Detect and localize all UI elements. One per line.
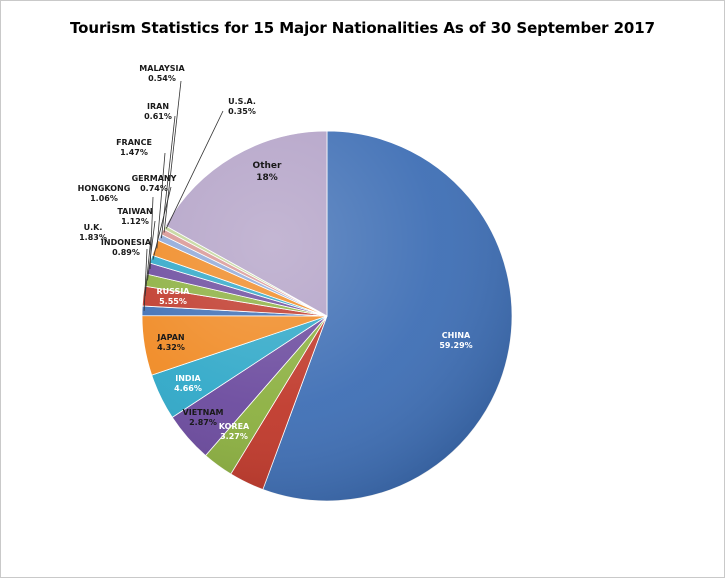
slice-name-label-hongkong: HONGKONG [78,184,131,193]
slice-value-label-taiwan: 1.12% [121,217,149,226]
slice-value-label-other: 18% [256,173,278,183]
slice-name-label-korea: KOREA [219,422,250,431]
slice-value-label-malaysia: 0.54% [148,74,176,83]
leader-line-france [156,152,166,249]
leader-line-taiwan [147,220,156,281]
leader-line-hongkong [149,196,154,270]
slice-value-label-indonesia: 0.89% [112,248,140,257]
slice-name-label-india: INDIA [175,374,201,383]
slice-name-label-u-k: U.K. [84,223,103,232]
slice-value-label-hongkong: 1.06% [90,194,118,203]
leader-line-iran [161,115,176,239]
slice-name-label-iran: IRAN [147,102,169,111]
leader-line-u-k [144,236,152,297]
slice-value-label-japan: 4.32% [157,343,185,352]
leader-line-u-s-a [165,110,224,229]
slice-value-label-germany: 0.74% [140,184,168,193]
slice-value-label-vietnam: 2.87% [189,418,217,427]
slice-name-label-japan: JAPAN [156,333,184,342]
slice-value-label-india: 4.66% [174,384,202,393]
chart-title: Tourism Statistics for 15 Major National… [70,19,655,37]
leader-line-indonesia [143,248,148,311]
slice-value-label-france: 1.47% [120,148,148,157]
leader-line-malaysia [163,80,182,233]
slice-value-label-iran: 0.61% [144,112,172,121]
slice-value-label-korea: 3.27% [220,432,248,441]
slice-name-label-vietnam: VIETNAM [183,408,224,417]
slice-name-label-malaysia: MALAYSIA [139,64,185,73]
slice-value-label-u-s-a: 0.35% [228,107,256,116]
slice-name-label-russia: RUSSIA [157,287,191,296]
slice-name-label-taiwan: TAIWAN [117,207,152,216]
slice-name-label-germany: GERMANY [132,174,177,183]
slice-name-label-u-s-a: U.S.A. [228,97,256,106]
slice-value-label-china: 59.29% [439,341,472,350]
slice-name-label-china: CHINA [442,331,471,340]
slice-name-label-other: Other [253,161,282,171]
slice-name-label-france: FRANCE [116,138,152,147]
slice-value-label-u-k: 1.83% [79,233,107,242]
slice-value-label-russia: 5.55% [159,297,187,306]
slice-name-label-indonesia: INDONESIA [101,238,152,247]
